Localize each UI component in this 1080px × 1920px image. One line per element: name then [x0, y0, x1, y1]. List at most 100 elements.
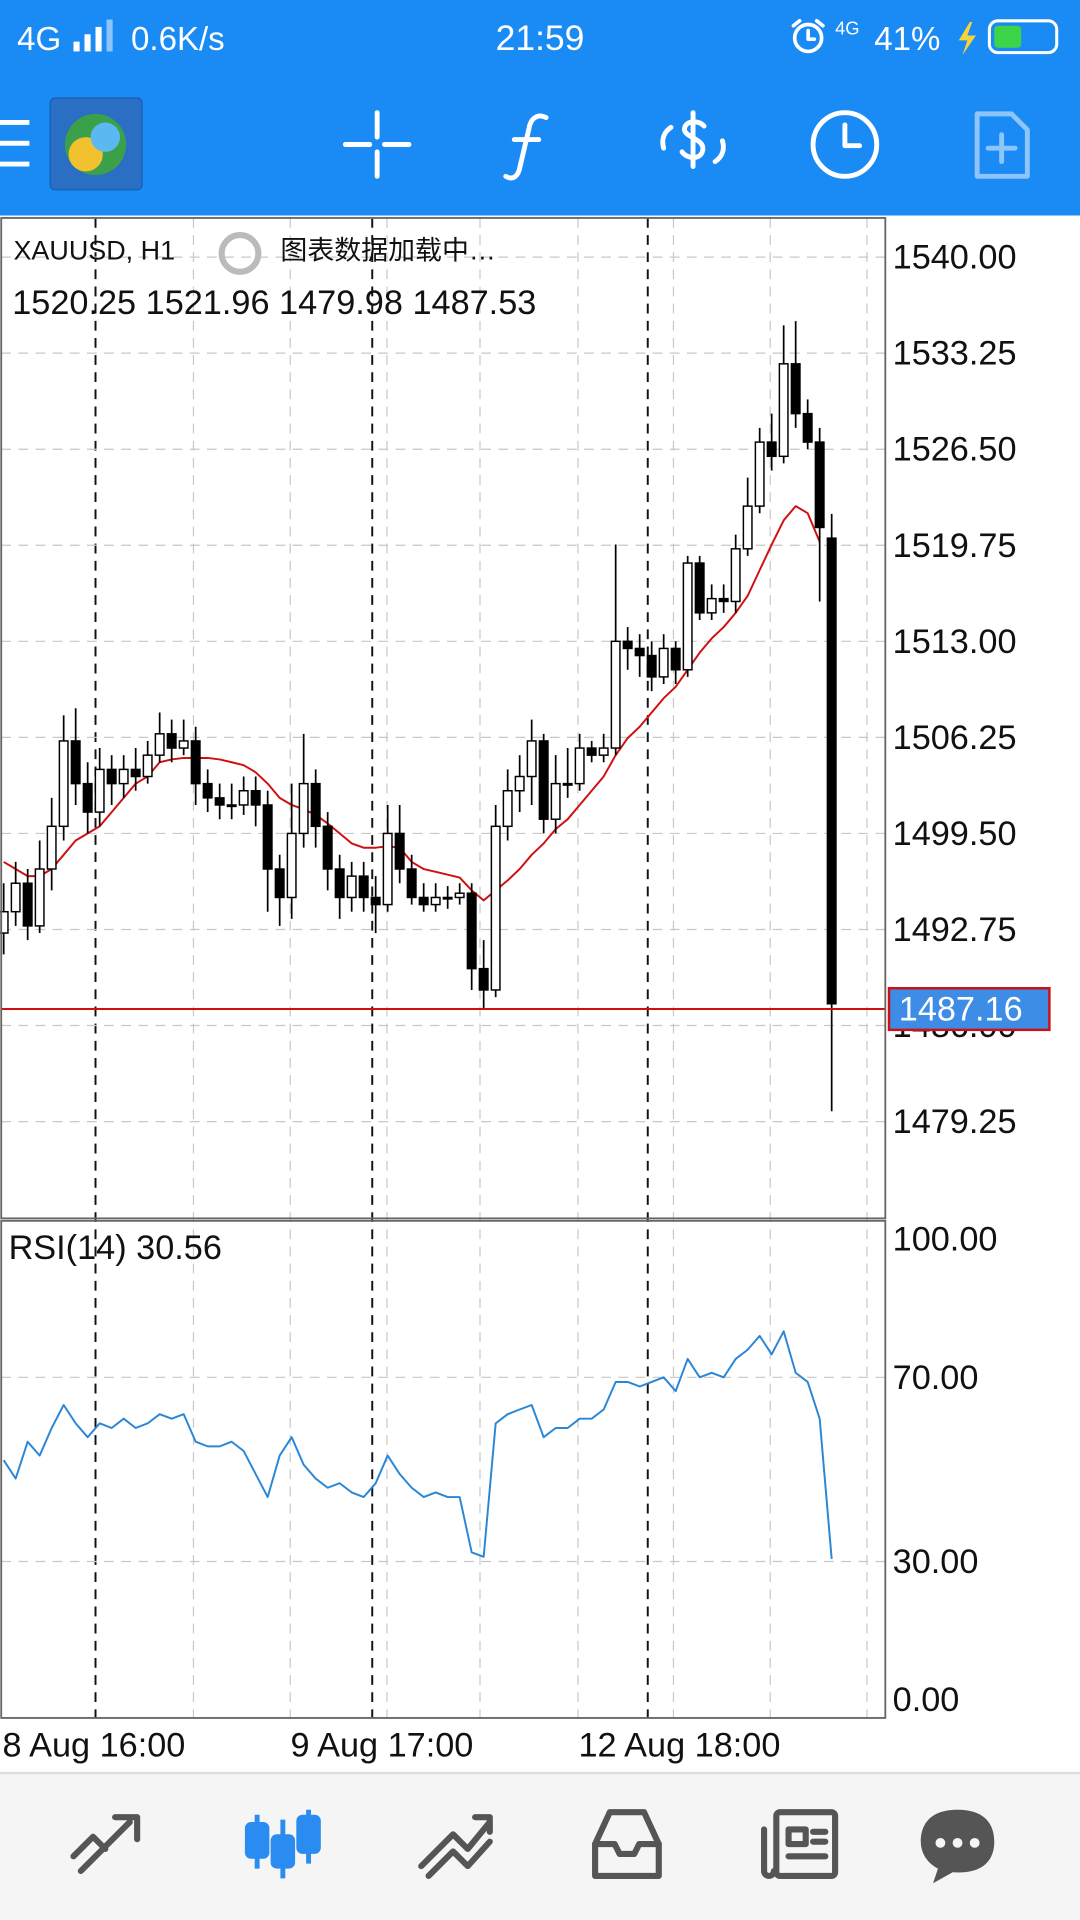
candle-body [682, 562, 693, 671]
candle-body [34, 868, 45, 927]
bottom-nav [0, 1771, 1080, 1920]
candle-body [538, 740, 549, 820]
candle-body [0, 910, 9, 934]
battery-level [994, 25, 1022, 48]
candle-body [778, 363, 789, 458]
candle-body [574, 747, 585, 785]
price-tick-label: 1492.75 [893, 911, 1017, 949]
candle-body [718, 597, 729, 603]
plot [0, 321, 886, 1559]
candle-body [286, 832, 297, 899]
loading-spinner [218, 232, 262, 275]
alarm-icon [791, 18, 825, 54]
crosshair-button[interactable] [342, 110, 412, 179]
candle-body [10, 882, 21, 913]
ohlc-open: 1520.25 [12, 284, 136, 322]
candle-body [394, 832, 405, 870]
candle-body [334, 868, 345, 899]
charging-icon [958, 22, 976, 56]
candle-body [118, 768, 129, 785]
candle-body [274, 868, 285, 899]
candle-body [526, 740, 537, 778]
ohlc-close: 1487.53 [412, 284, 536, 322]
candle-body [142, 754, 153, 778]
candle-body [586, 747, 597, 756]
time-label: 12 Aug 18:00 [578, 1726, 780, 1764]
network-right: 4G [835, 17, 860, 38]
price-tick-label: 1499.50 [893, 815, 1017, 853]
trade-button[interactable] [660, 110, 726, 169]
candle-body [250, 790, 261, 806]
app-logo[interactable] [49, 97, 143, 191]
candle-body [694, 562, 705, 614]
ohlc-readout: 1520.25 1521.96 1479.98 1487.53 [12, 284, 536, 322]
chart-tab[interactable] [244, 1809, 321, 1879]
candle-body [478, 967, 489, 991]
candle-body [406, 868, 417, 899]
candle-body [634, 647, 645, 657]
candle-body [622, 640, 633, 650]
candle-body [766, 441, 777, 458]
candle-body [382, 832, 393, 906]
rsi-panel-border [0, 1219, 887, 1719]
time-label: 8 Aug 16:00 [2, 1726, 185, 1764]
quotes-tab[interactable] [70, 1814, 141, 1875]
candle-body [754, 441, 765, 507]
candle-body [610, 640, 621, 749]
loading-text: 图表数据加载中… [280, 235, 495, 265]
price-tick-label: 1479.25 [893, 1103, 1017, 1141]
candle-body [442, 896, 453, 900]
candle-body [802, 412, 813, 443]
ohlc-low: 1479.98 [279, 284, 403, 322]
rsi-tick-label: 0.00 [893, 1681, 960, 1719]
rsi-current: 30.56 [136, 1229, 222, 1267]
news-tab[interactable] [761, 1809, 839, 1879]
battery-icon [987, 19, 1059, 55]
candle-body [730, 548, 741, 603]
candle-body [418, 896, 429, 906]
indicators-button[interactable] [503, 113, 549, 181]
candle-body [502, 790, 513, 828]
battery-percent: 41% [874, 21, 940, 58]
axes: 1540.00 1533.25 1526.50 1519.75 1513.00 1506.… [2, 239, 1051, 1764]
toolbar [0, 97, 1030, 191]
candle-body [562, 782, 573, 786]
candle-body [46, 825, 57, 870]
price-tick-label: 1506.25 [893, 719, 1017, 757]
candle-body [154, 733, 165, 756]
time-label: 9 Aug 17:00 [290, 1726, 473, 1764]
new-order-button[interactable] [974, 111, 1030, 179]
candle-body [466, 892, 477, 970]
candle-body [82, 782, 93, 813]
menu-button[interactable] [0, 120, 30, 167]
signal-icon [73, 19, 113, 52]
candle-body [58, 740, 69, 828]
candle-body [670, 647, 681, 671]
candle-body [658, 647, 669, 678]
candle-body [814, 441, 825, 529]
candle-body [514, 775, 525, 792]
candle-body [358, 875, 369, 899]
candle-body [94, 768, 105, 813]
candle-body [106, 768, 117, 785]
price-tick-label: 1519.75 [893, 527, 1017, 565]
candle-body [22, 882, 33, 927]
candle-body [646, 654, 657, 678]
candle-body [202, 782, 213, 799]
candle-body [322, 825, 333, 870]
candle-body [310, 782, 321, 828]
history-tab[interactable] [592, 1809, 662, 1879]
price-tick-label: 1540.00 [893, 239, 1017, 277]
nav-background [0, 1773, 1080, 1920]
candle-body [346, 875, 357, 899]
trade-tab[interactable] [418, 1814, 493, 1879]
chart-title: XAUUSD, H1 [13, 235, 175, 265]
chat-tab[interactable] [920, 1809, 995, 1884]
period-button[interactable] [810, 110, 880, 179]
speed: 0.6K/s [131, 21, 225, 58]
candle-body [430, 896, 441, 906]
top-bar [0, 0, 1080, 216]
candle-body [706, 597, 717, 614]
